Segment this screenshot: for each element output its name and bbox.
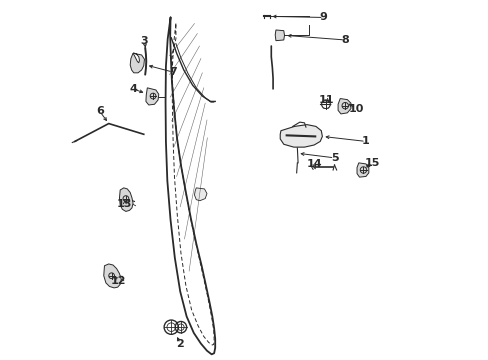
Polygon shape <box>280 125 322 147</box>
Text: 11: 11 <box>318 95 334 105</box>
Text: 14: 14 <box>305 159 321 169</box>
Text: 3: 3 <box>141 36 148 46</box>
Polygon shape <box>103 264 121 288</box>
Text: 6: 6 <box>96 107 103 116</box>
Text: 13: 13 <box>117 199 132 209</box>
Text: 15: 15 <box>364 158 379 168</box>
Polygon shape <box>337 99 350 114</box>
Polygon shape <box>130 53 144 73</box>
Text: 1: 1 <box>361 136 369 147</box>
Polygon shape <box>275 30 284 41</box>
Polygon shape <box>119 188 133 211</box>
Text: 9: 9 <box>319 13 327 22</box>
Text: 4: 4 <box>129 84 137 94</box>
Text: 12: 12 <box>111 276 126 286</box>
Polygon shape <box>145 88 159 105</box>
Text: 5: 5 <box>330 153 338 163</box>
Text: 8: 8 <box>341 35 348 45</box>
Polygon shape <box>194 188 206 201</box>
Text: 10: 10 <box>347 104 363 113</box>
Text: 2: 2 <box>176 339 183 348</box>
Polygon shape <box>356 163 368 177</box>
Text: 7: 7 <box>169 67 177 77</box>
